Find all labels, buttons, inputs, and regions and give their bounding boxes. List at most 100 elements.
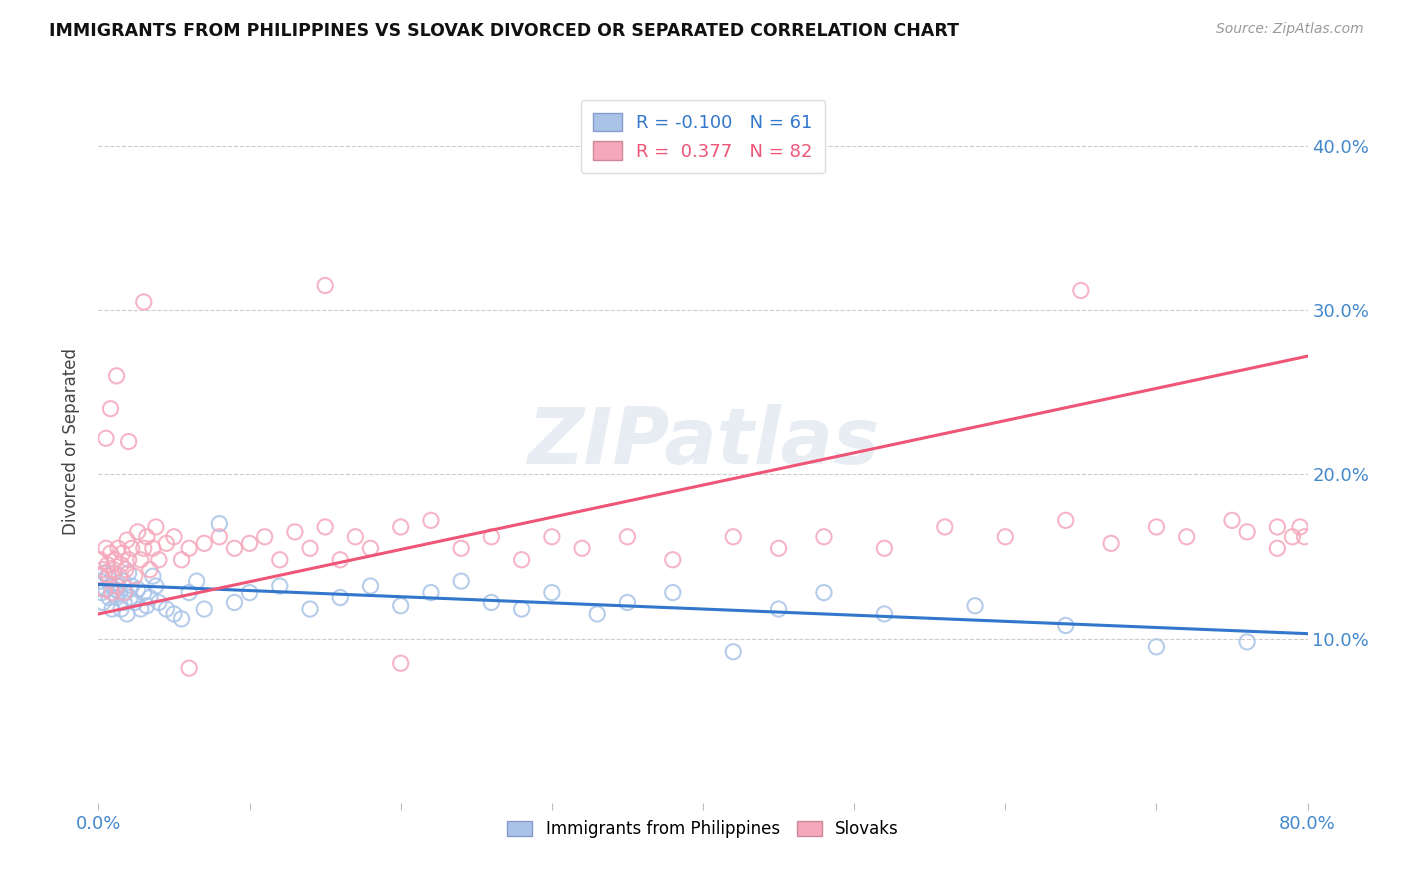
Point — [100, 579, 122, 593]
Point — [139, 563, 162, 577]
Point — [1220, 513, 1243, 527]
Point — [89, 574, 111, 588]
Point — [148, 553, 170, 567]
Point — [103, 566, 125, 580]
Point — [110, 602, 132, 616]
Point — [481, 595, 503, 609]
Point — [224, 595, 246, 609]
Point — [813, 530, 835, 544]
Point — [112, 595, 135, 609]
Point — [118, 566, 141, 580]
Point — [813, 585, 835, 599]
Point — [344, 530, 367, 544]
Point — [314, 520, 336, 534]
Point — [571, 541, 593, 556]
Point — [1267, 541, 1289, 556]
Point — [208, 530, 231, 544]
Point — [118, 553, 141, 567]
Point — [510, 602, 533, 616]
Point — [723, 530, 745, 544]
Point — [1144, 640, 1167, 654]
Point — [179, 585, 201, 599]
Point — [163, 530, 186, 544]
Point — [105, 579, 128, 593]
Point — [179, 541, 201, 556]
Point — [934, 520, 956, 534]
Point — [110, 558, 132, 572]
Point — [1267, 520, 1289, 534]
Point — [994, 530, 1017, 544]
Point — [389, 657, 412, 671]
Point — [94, 541, 117, 556]
Point — [94, 582, 117, 597]
Point — [239, 536, 262, 550]
Point — [692, 139, 714, 153]
Point — [1175, 530, 1198, 544]
Point — [193, 536, 215, 550]
Point — [108, 569, 131, 583]
Point — [101, 602, 124, 616]
Point — [873, 607, 896, 621]
Point — [132, 585, 155, 599]
Point — [107, 579, 129, 593]
Point — [616, 530, 638, 544]
Point — [1294, 530, 1316, 544]
Point — [186, 574, 208, 588]
Point — [965, 599, 987, 613]
Point — [89, 553, 111, 567]
Point — [586, 607, 609, 621]
Point — [1289, 520, 1312, 534]
Point — [127, 582, 149, 597]
Point — [1054, 513, 1077, 527]
Point — [208, 516, 231, 531]
Point — [253, 530, 276, 544]
Point — [155, 602, 177, 616]
Point — [360, 579, 382, 593]
Point — [104, 553, 127, 567]
Point — [118, 434, 141, 449]
Point — [111, 574, 134, 588]
Point — [142, 569, 165, 583]
Point — [112, 585, 135, 599]
Point — [170, 553, 193, 567]
Point — [105, 368, 128, 383]
Point — [90, 585, 112, 599]
Point — [114, 585, 136, 599]
Point — [768, 541, 790, 556]
Text: IMMIGRANTS FROM PHILIPPINES VS SLOVAK DIVORCED OR SEPARATED CORRELATION CHART: IMMIGRANTS FROM PHILIPPINES VS SLOVAK DI… — [49, 22, 959, 40]
Point — [124, 595, 146, 609]
Point — [100, 401, 122, 416]
Point — [101, 585, 124, 599]
Point — [91, 563, 114, 577]
Point — [148, 595, 170, 609]
Point — [135, 599, 157, 613]
Point — [139, 591, 162, 605]
Point — [873, 541, 896, 556]
Point — [1054, 618, 1077, 632]
Point — [420, 585, 443, 599]
Point — [389, 520, 412, 534]
Point — [284, 524, 307, 539]
Point — [94, 431, 117, 445]
Point — [314, 278, 336, 293]
Point — [93, 582, 115, 597]
Point — [540, 530, 562, 544]
Point — [329, 553, 352, 567]
Point — [93, 566, 115, 580]
Point — [115, 533, 138, 547]
Point — [121, 579, 143, 593]
Point — [239, 585, 262, 599]
Point — [108, 585, 131, 599]
Point — [105, 591, 128, 605]
Point — [103, 563, 125, 577]
Point — [98, 591, 121, 605]
Point — [114, 563, 136, 577]
Point — [179, 661, 201, 675]
Point — [723, 645, 745, 659]
Point — [96, 558, 118, 572]
Point — [616, 595, 638, 609]
Point — [1281, 530, 1303, 544]
Text: Source: ZipAtlas.com: Source: ZipAtlas.com — [1216, 22, 1364, 37]
Point — [193, 602, 215, 616]
Point — [329, 591, 352, 605]
